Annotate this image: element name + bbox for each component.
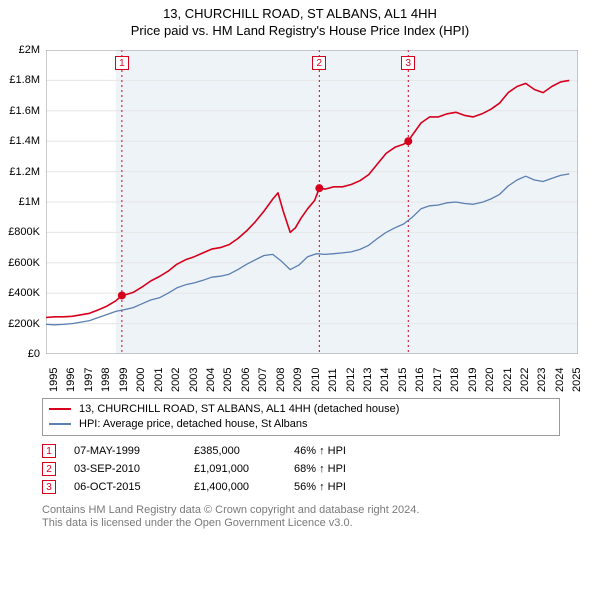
sale-date: 07-MAY-1999 [74, 445, 194, 457]
x-axis-tick-label: 2004 [205, 362, 217, 392]
sale-marker: 1 [115, 56, 129, 70]
footer-line1: Contains HM Land Registry data © Crown c… [42, 504, 562, 517]
x-axis-tick-label: 2013 [362, 362, 374, 392]
x-axis-tick-label: 2009 [292, 362, 304, 392]
y-axis-tick-label: £600K [4, 257, 40, 269]
sale-price: £385,000 [194, 445, 294, 457]
legend-swatch [49, 423, 71, 425]
y-axis-tick-label: £1.6M [4, 105, 40, 117]
title-address: 13, CHURCHILL ROAD, ST ALBANS, AL1 4HH [0, 6, 600, 21]
x-axis-tick-label: 2012 [345, 362, 357, 392]
legend-item: HPI: Average price, detached house, St A… [49, 417, 553, 432]
chart-plot-area [46, 50, 578, 354]
x-axis-tick-label: 1998 [100, 362, 112, 392]
y-axis-tick-label: £800K [4, 226, 40, 238]
sale-date: 03-SEP-2010 [74, 463, 194, 475]
sale-marker: 2 [42, 462, 56, 476]
sales-row: 1 07-MAY-1999£385,00046% ↑ HPI [42, 442, 346, 460]
sale-date: 06-OCT-2015 [74, 481, 194, 493]
x-axis-tick-label: 2024 [554, 362, 566, 392]
sales-table: 1 07-MAY-1999£385,00046% ↑ HPI 2 03-SEP-201… [42, 442, 346, 496]
legend-label: 13, CHURCHILL ROAD, ST ALBANS, AL1 4HH (… [79, 403, 399, 415]
y-axis-tick-label: £0 [4, 348, 40, 360]
x-axis-tick-label: 1995 [48, 362, 60, 392]
sale-delta: 56% ↑ HPI [294, 481, 346, 493]
x-axis-tick-label: 1997 [83, 362, 95, 392]
x-axis-tick-label: 2002 [170, 362, 182, 392]
x-axis-tick-label: 2017 [432, 362, 444, 392]
legend-box: 13, CHURCHILL ROAD, ST ALBANS, AL1 4HH (… [42, 398, 560, 436]
x-axis-tick-label: 2003 [188, 362, 200, 392]
sale-delta: 68% ↑ HPI [294, 463, 346, 475]
legend-item: 13, CHURCHILL ROAD, ST ALBANS, AL1 4HH (… [49, 402, 553, 417]
sale-marker: 2 [312, 56, 326, 70]
x-axis-tick-label: 2018 [449, 362, 461, 392]
x-axis-tick-label: 2021 [502, 362, 514, 392]
sale-price: £1,400,000 [194, 481, 294, 493]
x-axis-tick-label: 2015 [397, 362, 409, 392]
x-axis-tick-label: 2011 [327, 362, 339, 392]
sales-row: 3 06-OCT-2015£1,400,00056% ↑ HPI [42, 478, 346, 496]
y-axis-tick-label: £1.4M [4, 135, 40, 147]
y-axis-tick-label: £200K [4, 318, 40, 330]
x-axis-tick-label: 1996 [65, 362, 77, 392]
x-axis-tick-label: 2010 [310, 362, 322, 392]
y-axis-tick-label: £2M [4, 44, 40, 56]
x-axis-tick-label: 2023 [536, 362, 548, 392]
x-axis-tick-label: 2022 [519, 362, 531, 392]
footer-attribution: Contains HM Land Registry data © Crown c… [42, 504, 562, 530]
x-axis-tick-label: 1999 [118, 362, 130, 392]
x-axis-tick-label: 2019 [467, 362, 479, 392]
x-axis-tick-label: 2008 [275, 362, 287, 392]
sale-marker: 1 [42, 444, 56, 458]
sale-price: £1,091,000 [194, 463, 294, 475]
x-axis-tick-label: 2000 [135, 362, 147, 392]
x-axis-tick-label: 2005 [222, 362, 234, 392]
sales-row: 2 03-SEP-2010£1,091,00068% ↑ HPI [42, 460, 346, 478]
y-axis-tick-label: £1.8M [4, 74, 40, 86]
legend-swatch [49, 408, 71, 410]
y-axis-tick-label: £1.2M [4, 166, 40, 178]
y-axis-tick-label: £1M [4, 196, 40, 208]
x-axis-tick-label: 2014 [379, 362, 391, 392]
x-axis-tick-label: 2025 [571, 362, 583, 392]
x-axis-tick-label: 2006 [240, 362, 252, 392]
legend-label: HPI: Average price, detached house, St A… [79, 418, 308, 430]
chart-svg [46, 50, 578, 354]
title-subtitle: Price paid vs. HM Land Registry's House … [0, 23, 600, 38]
footer-line2: This data is licensed under the Open Gov… [42, 517, 562, 530]
x-axis-tick-label: 2016 [414, 362, 426, 392]
y-axis-tick-label: £400K [4, 287, 40, 299]
sale-marker: 3 [42, 480, 56, 494]
x-axis-tick-label: 2001 [153, 362, 165, 392]
sale-marker: 3 [401, 56, 415, 70]
sale-delta: 46% ↑ HPI [294, 445, 346, 457]
x-axis-tick-label: 2007 [257, 362, 269, 392]
x-axis-tick-label: 2020 [484, 362, 496, 392]
